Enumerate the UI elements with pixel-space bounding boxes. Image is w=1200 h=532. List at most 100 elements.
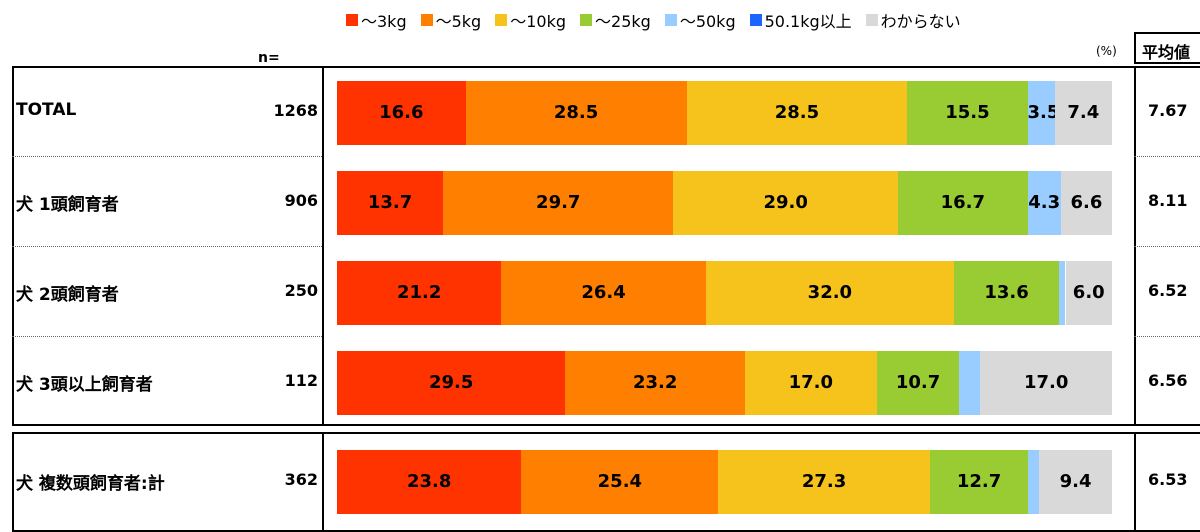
legend-label: ～5kg (435, 12, 482, 31)
row-average-value: 6.52 (1148, 281, 1188, 300)
bar-segment (705, 261, 954, 325)
bar-data-label: 10.7 (895, 372, 941, 393)
n-column-divider (322, 432, 324, 532)
bar-segment (443, 171, 674, 235)
chart: ～3kg ～5kg ～10kg ～25kg ～50kg 50.1kg以上 わからない n= … (12, 8, 1200, 532)
bar-data-label: 17.0 (1023, 372, 1069, 393)
row-n-value: 1268 (273, 101, 318, 120)
legend-swatch (664, 14, 677, 26)
row-separator (12, 336, 322, 337)
row-average-value: 6.53 (1148, 470, 1188, 489)
bar-data-label: 13.6 (984, 282, 1029, 303)
bar-segment (980, 351, 1112, 415)
bar-data-label: 32.0 (807, 282, 853, 303)
bar-segment (1065, 261, 1112, 325)
legend-swatch (749, 14, 762, 26)
bar-segment (1054, 81, 1112, 145)
row-separator (12, 156, 322, 157)
bar-segment (465, 81, 687, 145)
bar-data-label: 12.7 (956, 471, 1002, 492)
row-label: 犬 3頭以上飼育者 (16, 375, 153, 395)
legend-item: わからない (865, 8, 961, 32)
legend-swatch (580, 14, 593, 26)
bar-data-label: 25.4 (597, 471, 643, 492)
bar-segment (1059, 261, 1066, 325)
row-n-value: 362 (284, 470, 318, 489)
bar-data-label: 29.7 (536, 192, 581, 213)
bar-segment (521, 450, 719, 514)
bar-data-label: 7.4 (1067, 102, 1100, 123)
bar-data-label: 6.6 (1070, 192, 1103, 213)
bar-data-label: 16.7 (940, 192, 986, 213)
row-separator (1134, 246, 1200, 247)
bar-segment (876, 351, 960, 415)
bar-data-label: 9.4 (1059, 471, 1092, 492)
row-label: 犬 複数頭飼育者:計 (16, 474, 165, 494)
bar-segment (953, 261, 1060, 325)
bar-data-label: 28.5 (553, 102, 599, 123)
bar-data-label: 17.0 (788, 372, 834, 393)
row-separator (12, 246, 322, 247)
legend-item: ～50kg (664, 8, 736, 32)
row-separator (1134, 336, 1200, 337)
bar-data-label: 29.0 (763, 192, 808, 213)
row-average-value: 7.67 (1148, 101, 1188, 120)
legend-swatch (346, 14, 358, 26)
legend-item: ～10kg (495, 8, 566, 32)
bar-segment (1028, 450, 1040, 514)
bar-data-label: 27.3 (801, 471, 847, 492)
row-n-value: 906 (284, 191, 318, 210)
legend-label: 50.1kg以上 (764, 12, 852, 31)
bar-segment (745, 351, 877, 415)
bar-segment (1027, 171, 1061, 235)
percent-unit-label: (%) (1096, 44, 1117, 58)
legend-item: ～5kg (420, 8, 482, 32)
row-label: TOTAL (16, 100, 77, 120)
bar-data-label: 21.2 (396, 282, 442, 303)
bar-data-label: 13.7 (367, 192, 413, 213)
bar-data-label: 3.5 (1027, 102, 1060, 123)
legend-label: ～25kg (595, 12, 651, 31)
bar-data-label: 4.3 (1028, 192, 1061, 213)
bar-segment (673, 171, 899, 235)
row-n-value: 250 (284, 281, 318, 300)
bar-data-label: 15.5 (945, 102, 990, 123)
legend-swatch (495, 14, 508, 26)
legend-label: わからない (880, 12, 961, 31)
average-column-header: 平均値 (1134, 32, 1200, 64)
row-label: 犬 2頭飼育者 (16, 285, 119, 305)
legend-swatch (420, 14, 433, 26)
legend-label: ～10kg (510, 12, 567, 31)
bar-data-label: 29.5 (428, 372, 474, 393)
bar-segment (337, 261, 502, 325)
bar-segment (929, 450, 1029, 514)
bar-data-label: 28.5 (774, 102, 820, 123)
bar-segment (1027, 81, 1055, 145)
legend-item: 50.1kg以上 (749, 8, 852, 32)
legend-item: ～3kg (346, 8, 407, 32)
n-column-divider (322, 66, 324, 426)
bar-data-label: 23.2 (632, 372, 678, 393)
n-column-header: n= (258, 50, 280, 66)
bar-segment (1039, 450, 1112, 514)
row-average-value: 6.56 (1148, 371, 1188, 390)
legend: ～3kg ～5kg ～10kg ～25kg ～50kg 50.1kg以上 わからない (346, 8, 961, 32)
bar-segment (501, 261, 706, 325)
legend-label: ～3kg (361, 12, 407, 31)
row-average-value: 8.11 (1148, 191, 1188, 210)
bar-segment (907, 81, 1028, 145)
bar-segment (718, 450, 930, 514)
bar-segment (337, 81, 466, 145)
row-label: 犬 1頭飼育者 (16, 195, 119, 215)
row-separator (1134, 156, 1200, 157)
bar-segment (337, 171, 444, 235)
bar-segment (337, 351, 566, 415)
bar-data-label: 6.0 (1072, 282, 1105, 303)
bar-data-label: 23.8 (407, 471, 452, 492)
bar-segment (686, 81, 908, 145)
bar-segment (1060, 171, 1112, 235)
bar-segment (565, 351, 745, 415)
legend-label: ～50kg (679, 12, 736, 31)
row-n-value: 112 (284, 371, 318, 390)
bar-segment (337, 450, 522, 514)
